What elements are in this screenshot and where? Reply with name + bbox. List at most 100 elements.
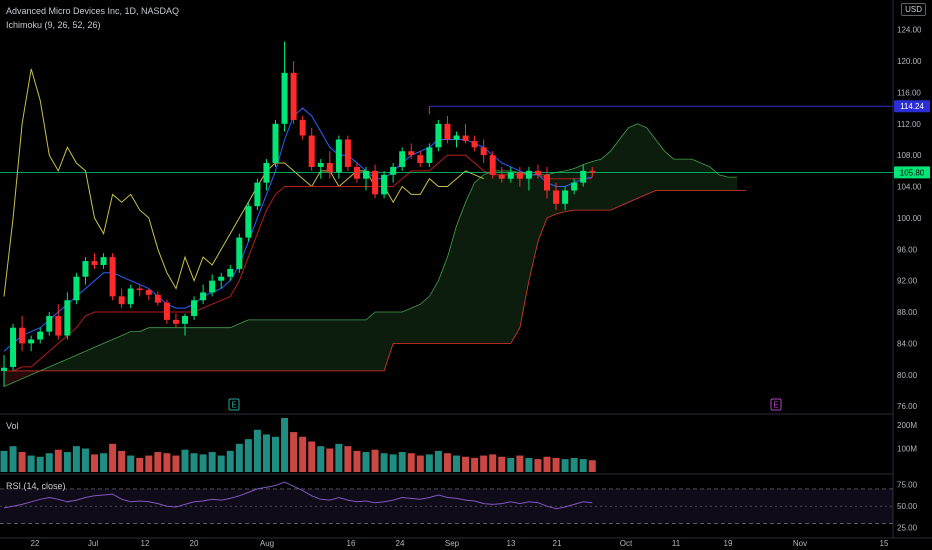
volume-bar	[136, 457, 144, 472]
cloud-segment	[239, 319, 249, 371]
candle-body	[453, 135, 460, 140]
cloud-segment	[338, 319, 348, 371]
rsi-tick-label: 75.00	[897, 481, 918, 490]
volume-bar	[434, 450, 442, 472]
price-tick-label: 96.00	[897, 245, 918, 254]
volume-tick-label: 100M	[897, 445, 917, 454]
volume-bar	[534, 459, 542, 472]
candle-body	[299, 119, 306, 136]
cloud-segment	[257, 319, 267, 371]
date-tick-label: 13	[507, 539, 516, 548]
volume-bar	[552, 457, 560, 472]
volume-bar	[498, 456, 506, 472]
cloud-segment	[49, 363, 59, 371]
cloud-segment	[356, 319, 366, 371]
cloud-segment	[157, 327, 167, 371]
cloud-segment	[320, 319, 330, 371]
candle-body	[498, 174, 505, 179]
cloud-segment	[528, 174, 538, 281]
candle-body	[507, 172, 514, 179]
volume-bar	[127, 455, 135, 472]
candle-body	[191, 300, 198, 316]
earnings-marker	[228, 398, 240, 411]
volume-bar	[36, 456, 44, 472]
candle-body	[462, 135, 469, 142]
volume-bar	[453, 455, 460, 472]
volume-bar	[0, 450, 8, 472]
cloud-segment	[185, 327, 195, 371]
cloud-segment	[619, 127, 629, 207]
cloud-segment	[402, 308, 412, 344]
volume-bar	[91, 454, 98, 472]
ichimoku-indicator-label[interactable]: Ichimoku (9, 26, 52, 26)	[6, 20, 101, 30]
cloud-segment	[456, 202, 466, 344]
cloud-segment	[103, 339, 113, 371]
earnings-marker-label: E	[231, 401, 236, 410]
price-tick-label: 108.00	[897, 151, 922, 160]
cloud-segment	[148, 327, 158, 371]
kijun-sen-line	[4, 154, 593, 372]
cloud-segment	[175, 327, 185, 371]
volume-bar	[579, 459, 587, 472]
candle-body	[136, 288, 143, 291]
volume-bar	[199, 454, 207, 472]
rsi-pane-label[interactable]: RSI (14, close)	[6, 481, 66, 491]
volume-pane-label[interactable]: Vol	[6, 421, 19, 431]
candle-body	[571, 182, 578, 191]
candle-body	[290, 72, 297, 120]
price-tick-label: 76.00	[897, 402, 918, 411]
cloud-segment	[519, 172, 529, 328]
price-tick-label: 104.00	[897, 183, 922, 192]
cloud-segment	[411, 304, 421, 344]
rsi-line	[3, 481, 593, 510]
cloud-segment	[311, 319, 321, 371]
candle-body	[91, 261, 98, 265]
cloud-segment	[194, 327, 204, 371]
volume-bar	[290, 432, 298, 472]
volume-bar	[154, 452, 162, 472]
price-tick-label: 88.00	[897, 308, 918, 317]
candle-body	[227, 268, 234, 277]
candle-body	[534, 170, 541, 175]
volume-bar	[217, 455, 225, 472]
cloud-segment	[592, 159, 602, 211]
volume-bar	[371, 449, 379, 472]
candle-body	[363, 170, 369, 179]
currency-button[interactable]: USD	[901, 3, 926, 16]
cloud-segment	[510, 170, 520, 344]
candle-body	[525, 170, 532, 179]
cloud-segment	[501, 170, 511, 344]
cloud-segment	[76, 351, 86, 371]
candle-body	[308, 135, 315, 167]
candle-body	[516, 172, 523, 179]
volume-bar	[72, 446, 80, 472]
candle-body	[28, 339, 35, 344]
volume-bar	[118, 450, 126, 472]
cloud-segment	[682, 159, 692, 191]
candle-body	[118, 296, 125, 305]
volume-bar	[588, 460, 596, 472]
volume-bar	[344, 446, 352, 472]
volume-bar	[480, 455, 488, 472]
cloud-segment	[601, 151, 611, 211]
horizontal-level-price-label: 114.24	[900, 102, 924, 111]
volume-bar	[190, 453, 198, 472]
volume-bar	[63, 452, 71, 472]
volume-bar	[425, 454, 433, 472]
senkou-span-b-line	[4, 190, 747, 372]
volume-bar	[253, 429, 261, 472]
cloud-segment	[275, 319, 285, 371]
last-price-label: 105.80	[900, 168, 925, 177]
chart-title: Advanced Micro Devices Inc, 1D, NASDAQ	[6, 6, 180, 16]
candle-body	[444, 123, 451, 140]
cloud-segment	[22, 370, 32, 379]
date-tick-label: Oct	[620, 539, 633, 548]
volume-bar	[172, 455, 180, 472]
cloud-segment	[221, 327, 231, 371]
price-tick-label: 116.00	[897, 88, 921, 97]
candle-body	[254, 182, 261, 207]
volume-bar	[443, 453, 451, 472]
date-tick-label: 20	[190, 539, 199, 548]
volume-bar	[516, 455, 524, 472]
